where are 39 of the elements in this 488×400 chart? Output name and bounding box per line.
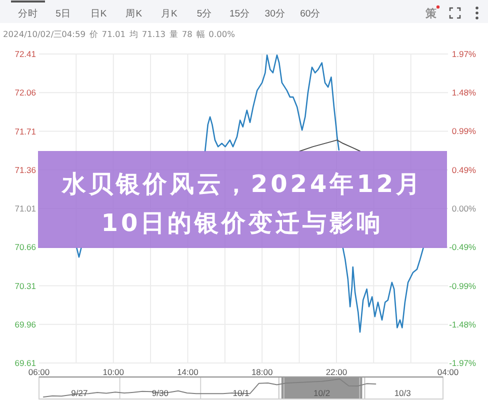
y2-tick-label: -1.97%: [449, 358, 476, 368]
text: 周K: [126, 8, 143, 20]
y2-tick-label: -0.99%: [449, 281, 476, 292]
x-tick-label: 04:00: [437, 367, 459, 377]
y-tick-label: 72.41: [14, 49, 36, 59]
y2-tick-label: 1.48%: [452, 87, 476, 98]
y-tick-label: 70.31: [14, 280, 36, 291]
text: 15分: [230, 8, 250, 20]
y2-tick-label: 0.00%: [452, 204, 476, 214]
x-tick-label: 18:00: [251, 367, 273, 377]
y2-tick-label: 1.97%: [452, 49, 476, 59]
x-tick-label: 14:00: [177, 367, 199, 377]
chart-subtitle: 2024/10/02/三04:59 价 71.01 均 71.13 量 78 幅 0.00%: [3, 29, 236, 39]
x-tick-label: 22:00: [326, 367, 348, 377]
y2-tick-label: 0.99%: [452, 126, 476, 136]
y2-tick-label: 0.49%: [452, 165, 476, 176]
icon-strategy: 策: [426, 5, 440, 20]
text: 5日: [56, 8, 71, 20]
y-tick-label: 71.71: [14, 126, 36, 136]
y-tick-label: 72.06: [14, 88, 36, 98]
text: 30分: [264, 8, 286, 20]
text: 水贝银价风云，2024年12月10日的银价变迁与影响: [60, 170, 424, 237]
x-tick-label: 10/2: [314, 388, 330, 398]
text: 60分: [300, 8, 321, 20]
text: 日K: [90, 8, 108, 20]
x-tick-label: 10:00: [102, 367, 124, 377]
x-tick-label: 10/3: [394, 388, 412, 398]
text: 月K: [161, 8, 178, 20]
y2-tick-label: -0.49%: [449, 242, 476, 252]
title-banner: 水贝银价风云，2024年12月10日的银价变迁与影响: [38, 151, 447, 248]
text: 5分: [196, 8, 212, 20]
text: 分时: [18, 8, 38, 20]
y-tick-label: 69.61: [14, 358, 36, 368]
x-tick-label: 06:00: [28, 367, 50, 377]
y2-tick-label: -1.48%: [449, 320, 476, 330]
y-tick-label: 71.01: [14, 204, 36, 214]
y-tick-label: 69.96: [14, 319, 36, 330]
y-tick-label: 70.66: [14, 242, 36, 252]
y-tick-label: 71.36: [14, 164, 36, 175]
